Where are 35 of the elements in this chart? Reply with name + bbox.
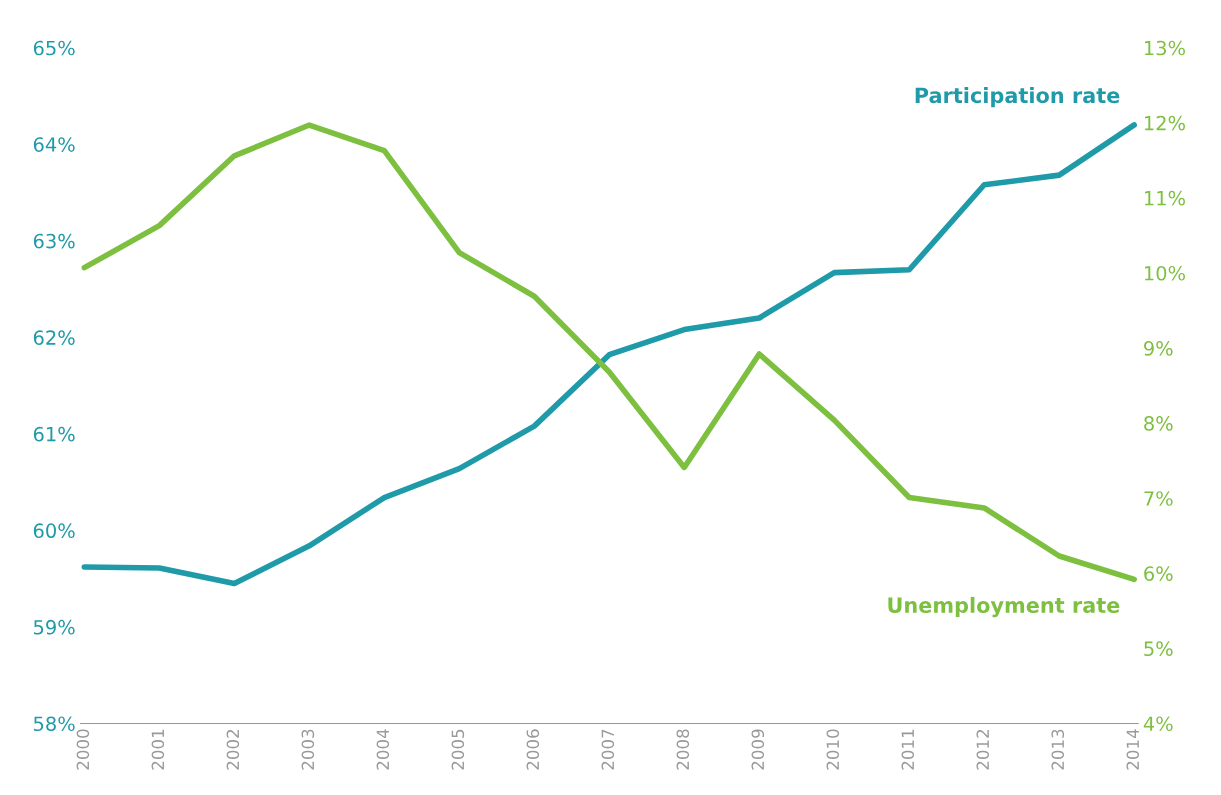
x-tick-label: 2013 — [1051, 729, 1065, 770]
x-tick-label: 2010 — [826, 729, 840, 770]
y-tick-label: 60% — [33, 523, 75, 539]
x-tick-label: 2012 — [976, 729, 990, 770]
y2-tick-label: 7% — [1144, 491, 1173, 506]
y-tick-label: 63% — [33, 233, 75, 249]
x-tick-label: 2006 — [526, 729, 540, 770]
series-label: Participation rate — [915, 87, 1120, 108]
x-tick-label: 2008 — [676, 729, 690, 770]
x-tick-label: 2009 — [751, 729, 765, 770]
y-tick-label: 65% — [33, 40, 75, 56]
y2-tick-label: 11% — [1144, 190, 1185, 206]
x-tick-label: 2002 — [226, 729, 240, 770]
y2-tick-label: 10% — [1144, 265, 1185, 281]
y2-tick-label: 12% — [1144, 115, 1185, 131]
y2-tick-label: 5% — [1144, 641, 1173, 657]
x-tick-label: 2005 — [451, 729, 465, 770]
x-tick-label: 2011 — [901, 729, 915, 770]
x-tick-label: 2014 — [1126, 729, 1140, 770]
y2-tick-label: 9% — [1144, 340, 1173, 356]
y2-tick-label: 6% — [1144, 566, 1173, 581]
x-tick-label: 2001 — [151, 729, 165, 770]
y2-tick-label: 4% — [1143, 716, 1173, 732]
x-tick-label: 2007 — [601, 729, 615, 770]
y2-tick-label: 8% — [1144, 416, 1173, 431]
y-tick-label: 62% — [33, 330, 75, 345]
series-label: Unemployment rate — [888, 596, 1120, 618]
x-tick-label: 2000 — [76, 729, 90, 770]
x-tick-label: 2003 — [301, 729, 315, 770]
y-tick-label: 58% — [34, 716, 75, 732]
y2-tick-label: 13% — [1144, 40, 1185, 56]
y-tick-label: 61% — [33, 426, 75, 442]
y-tick-label: 59% — [34, 619, 75, 635]
x-tick-label: 2004 — [376, 729, 390, 770]
y-tick-label: 64% — [33, 137, 75, 152]
